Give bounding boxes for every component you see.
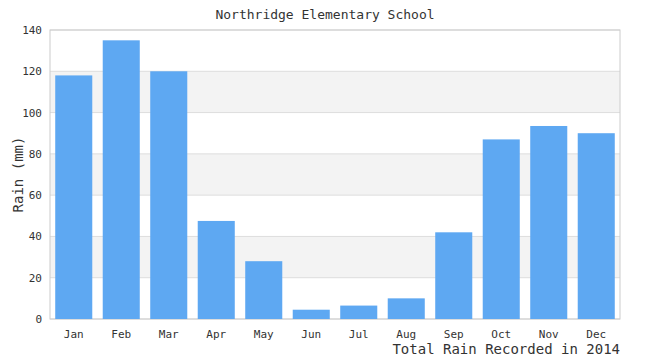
x-tick-label: Mar (159, 328, 179, 341)
bar (293, 310, 330, 319)
chart-svg: 0 20 40 60 80 100 120 140 Jan Feb Mar Apr May Jun Jul A… (0, 0, 650, 360)
bars (55, 40, 615, 319)
chart-container: 0 20 40 60 80 100 120 140 Jan Feb Mar Apr May Jun Jul A… (0, 0, 650, 360)
x-tick-label: Jun (301, 328, 321, 341)
chart-title: Northridge Elementary School (215, 7, 434, 22)
bar (483, 139, 520, 319)
x-tick-label: Oct (491, 328, 511, 341)
y-tick-label: 0 (35, 313, 42, 326)
bar (340, 306, 377, 319)
x-tick-label: May (254, 328, 274, 341)
bar (198, 221, 235, 319)
bar (530, 126, 567, 319)
x-tick-label: Apr (206, 328, 226, 341)
bar (55, 75, 92, 319)
y-tick-label: 40 (29, 230, 42, 243)
y-tick-label: 140 (22, 24, 42, 37)
y-tick-label: 60 (29, 189, 42, 202)
x-axis-label: Total Rain Recorded in 2014 (392, 341, 620, 357)
x-tick-label: Jul (349, 328, 369, 341)
y-tick-label: 100 (22, 107, 42, 120)
bar (388, 298, 425, 319)
y-tick-label: 80 (29, 148, 42, 161)
bar (578, 133, 615, 319)
x-tick-label: Aug (396, 328, 416, 341)
bar (150, 71, 187, 319)
plot-frame (50, 30, 620, 319)
x-tick-label: Dec (586, 328, 606, 341)
x-tick-label: Feb (111, 328, 131, 341)
y-tick-label: 20 (29, 272, 42, 285)
x-tick-label: Jan (64, 328, 84, 341)
bar (245, 261, 282, 319)
plot-background (50, 30, 620, 319)
y-tick-label: 120 (22, 65, 42, 78)
bar (435, 232, 472, 319)
y-axis-label: Rain (mm) (10, 137, 26, 213)
x-tick-label: Nov (539, 328, 559, 341)
bar (103, 40, 140, 319)
x-tick-label: Sep (444, 328, 464, 341)
